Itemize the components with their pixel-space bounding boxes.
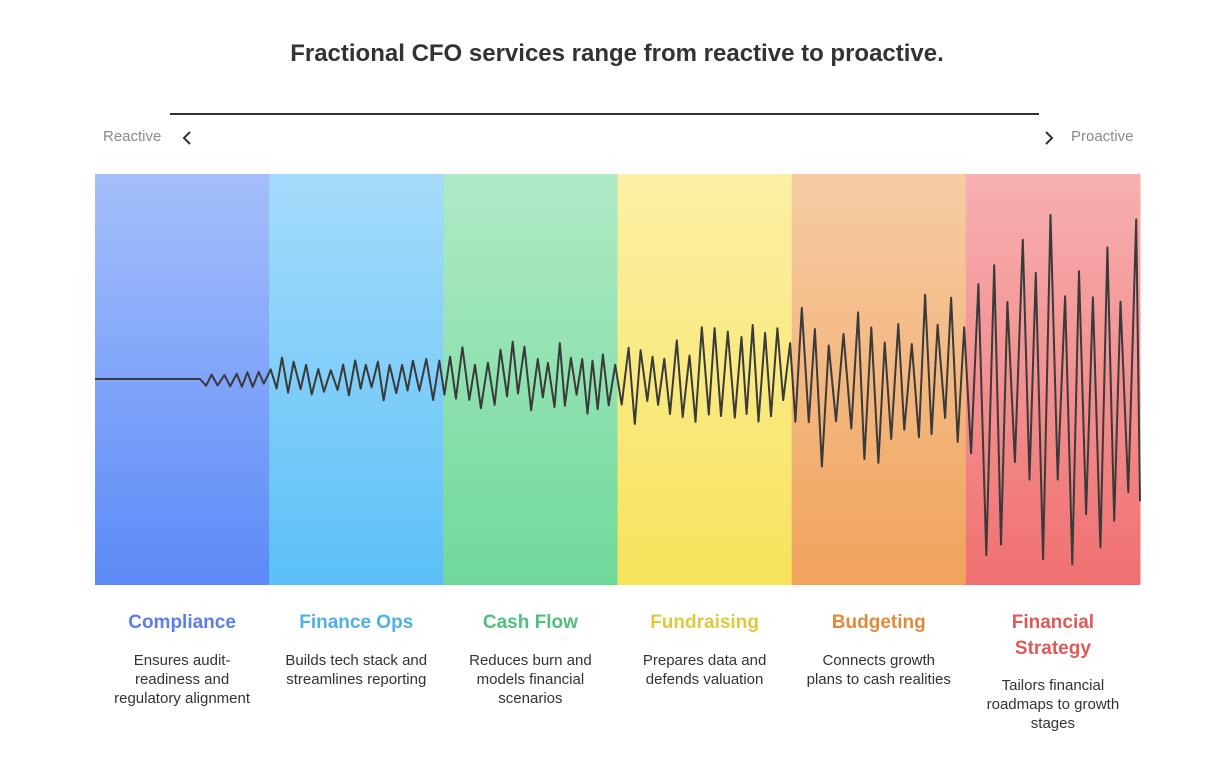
stage-title-finance-ops: Finance Ops (299, 612, 414, 633)
chevron-left-icon (182, 131, 191, 145)
reactive-label: Reactive (103, 128, 162, 145)
proactive-label: Proactive (1071, 128, 1134, 145)
stage-band-budgeting (791, 174, 967, 585)
chevron-right-icon (1045, 131, 1054, 145)
stage-description-financial-strategy: Tailors financial roadmaps to growth sta… (986, 677, 1120, 732)
stage-title-fundraising: Fundraising (650, 612, 759, 633)
stage-band-cash-flow (443, 174, 618, 585)
stage-description-cash-flow: Reduces burn and models financial scenar… (469, 652, 592, 707)
stage-title-budgeting: Budgeting (831, 612, 926, 633)
signal-wave (95, 213, 1141, 566)
stage-description-compliance: Ensures audit-readiness and regulatory a… (114, 652, 251, 707)
stage-title-compliance: Compliance (128, 612, 236, 633)
stage-title-cash-flow: Cash Flow (482, 612, 578, 633)
stage-title-financial-strategy: Financial Strategy (1011, 612, 1095, 659)
stage-description-fundraising: Prepares data and defends valuation (642, 652, 767, 688)
stage-band-fundraising (617, 174, 793, 585)
stage-description-budgeting: Connects growth plans to cash realities (806, 652, 951, 688)
stage-description-finance-ops: Builds tech stack and streamlines report… (285, 652, 428, 688)
scale-line (170, 113, 1039, 115)
page-title: Fractional CFO services range from react… (290, 40, 944, 67)
